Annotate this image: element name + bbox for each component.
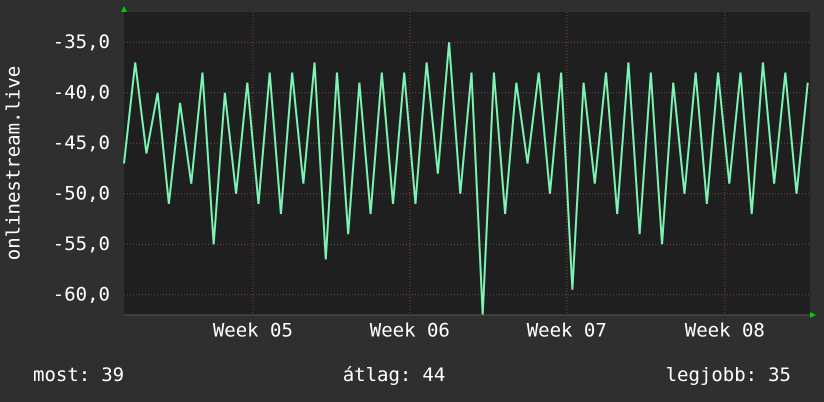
summary-label: most: <box>33 364 90 386</box>
x-tick-label: Week 07 <box>527 320 607 342</box>
y-tick-label: -35,0 <box>53 31 110 53</box>
summary: most: 39 <box>33 364 124 386</box>
summary: átlag: 44 <box>343 364 446 386</box>
x-tick-label: Week 08 <box>685 320 765 342</box>
summary-value: 44 <box>422 364 445 386</box>
line-series <box>123 42 809 316</box>
summary: legjobb: 35 <box>666 364 791 386</box>
y-axis-arrow <box>121 6 127 12</box>
y-tick-label: -50,0 <box>53 182 110 204</box>
summary-label: legjobb: <box>666 364 758 386</box>
x-tick-label: Week 06 <box>370 320 450 342</box>
summary-value: 39 <box>101 364 124 386</box>
y-tick-label: -60,0 <box>53 283 110 305</box>
y-tick-label: -40,0 <box>53 81 110 103</box>
plot-area <box>124 12 810 315</box>
x-axis-arrow <box>810 312 816 318</box>
summary-label: átlag: <box>343 364 412 386</box>
y-tick-label: -55,0 <box>53 233 110 255</box>
y-axis-label: onlinestream.live <box>3 66 25 260</box>
summary-value: 35 <box>768 364 791 386</box>
x-tick-label: Week 05 <box>213 320 293 342</box>
y-tick-label: -45,0 <box>53 132 110 154</box>
